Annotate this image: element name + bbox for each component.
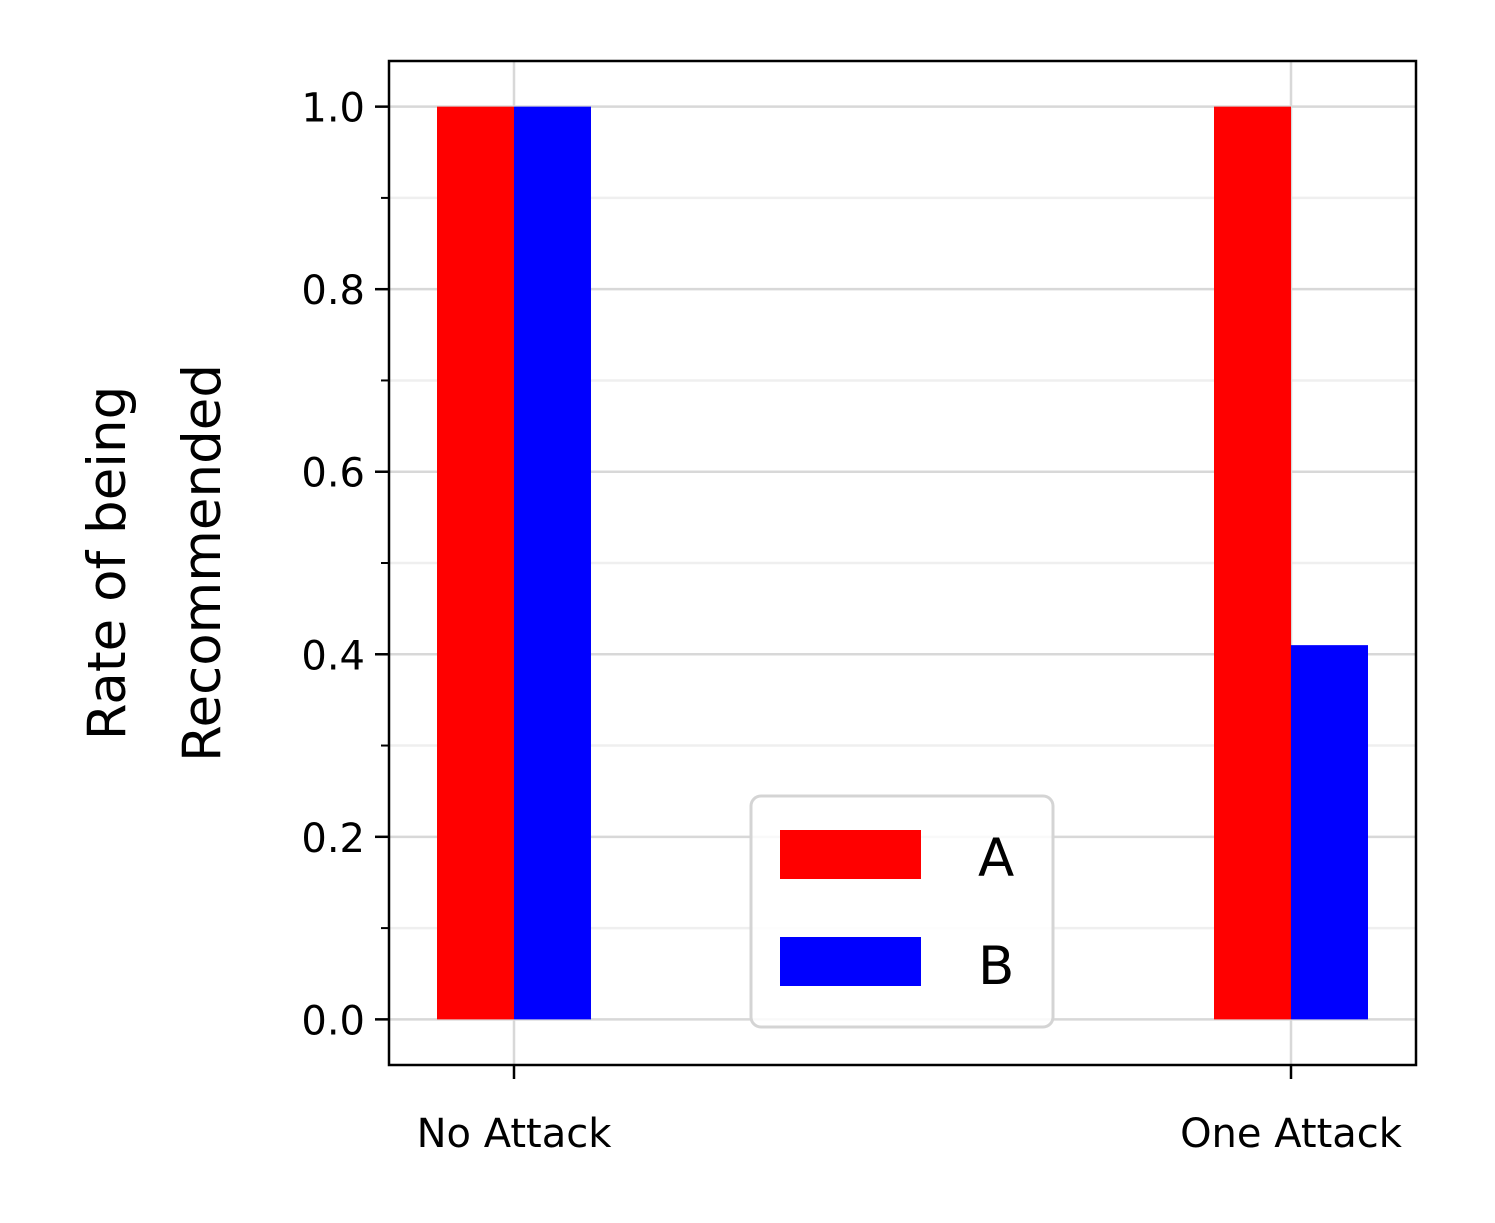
y-tick-label-0: 0.0 [301,998,365,1044]
legend-swatch-a [780,830,921,879]
bar-b-one-attack [1291,645,1368,1020]
legend: A B [749,794,1055,1029]
legend-label-a: A [978,828,1014,889]
bar-b-no-attack [514,106,591,1020]
axis-ticks: 0.0 0.2 0.4 0.6 0.8 1.0 No Attack One Attack [301,86,1402,1157]
bars [437,106,1368,1020]
legend-label-b: B [978,936,1014,997]
y-tick-label-2: 0.4 [301,633,365,679]
legend-swatch-b [780,937,921,986]
y-tick-label-1: 0.2 [301,816,365,862]
y-tick-label-3: 0.6 [301,451,365,497]
x-tick-label-0: No Attack [417,1111,613,1157]
y-axis-label-line-2: Recommended [172,364,233,762]
y-axis-label-line-1: Rate of being [77,386,138,741]
y-tick-label-5: 1.0 [301,86,365,132]
bar-a-no-attack [437,106,514,1020]
x-tick-label-1: One Attack [1180,1111,1403,1157]
axis-labels: Rate of being Recommended [77,364,233,762]
bar-a-one-attack [1214,106,1291,1020]
y-tick-label-4: 0.8 [301,268,365,314]
